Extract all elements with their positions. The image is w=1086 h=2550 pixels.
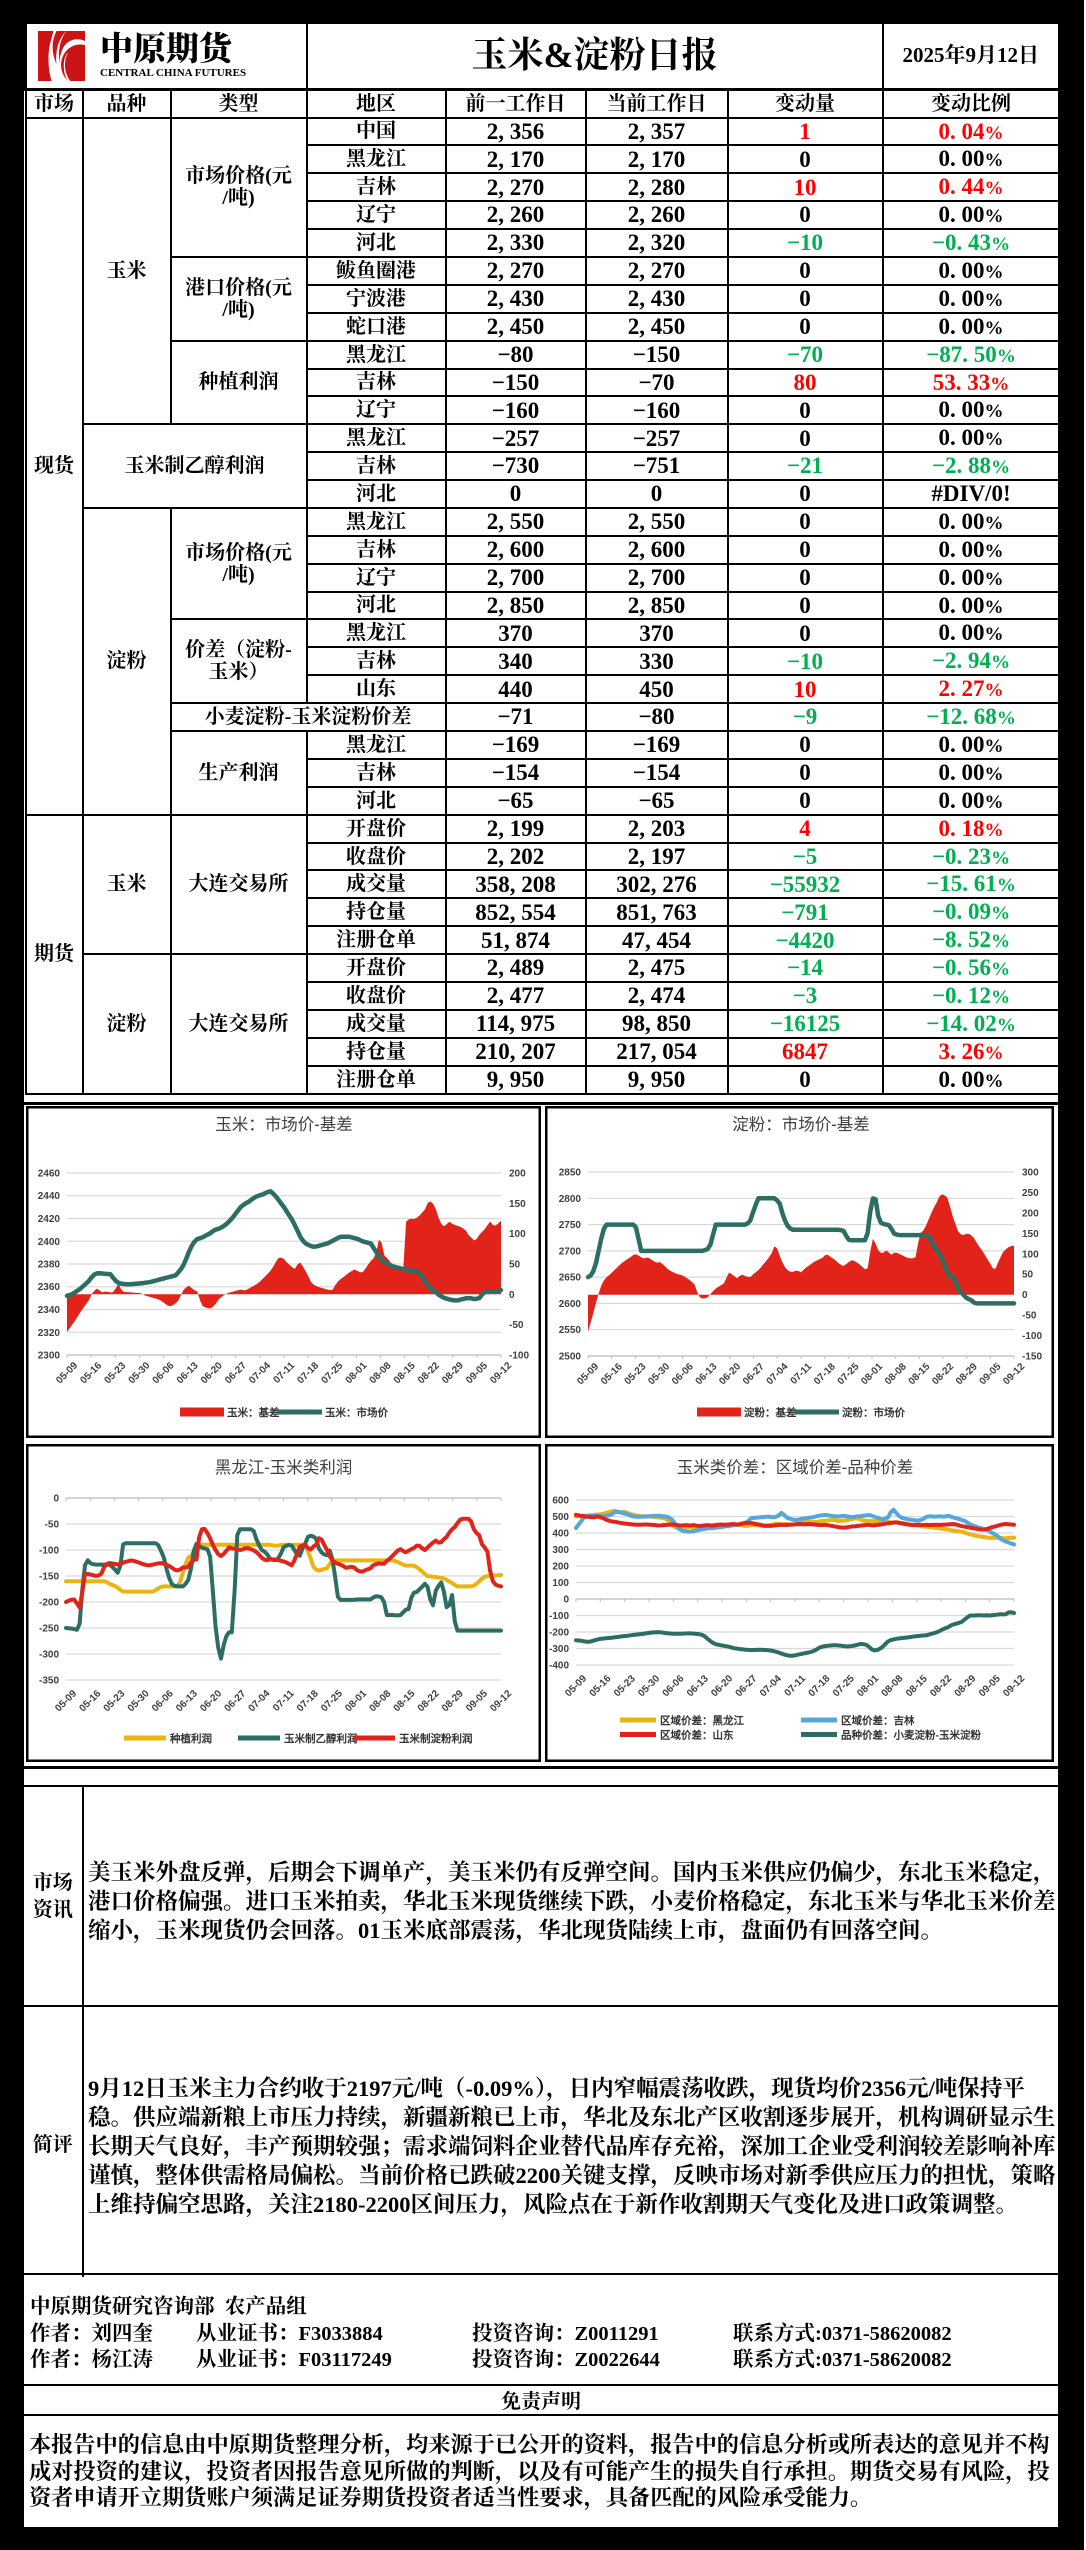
svg-text:200: 200 — [509, 1169, 526, 1180]
svg-text:400: 400 — [552, 1529, 569, 1540]
svg-text:300: 300 — [1022, 1168, 1039, 1179]
svg-text:区域价差：吉林: 区域价差：吉林 — [841, 1714, 915, 1727]
svg-text:2700: 2700 — [559, 1246, 582, 1257]
svg-text:-400: -400 — [549, 1661, 569, 1672]
svg-text:-150: -150 — [39, 1572, 59, 1583]
svg-text:0: 0 — [1022, 1290, 1028, 1301]
svg-text:品种价差：小麦淀粉-玉米淀粉: 品种价差：小麦淀粉-玉米淀粉 — [841, 1729, 981, 1742]
svg-text:淀粉：基差: 淀粉：基差 — [744, 1406, 797, 1419]
svg-text:100: 100 — [509, 1229, 526, 1240]
svg-text:淀粉：市场价-基差: 淀粉：市场价-基差 — [732, 1115, 870, 1134]
svg-text:2600: 2600 — [559, 1299, 582, 1310]
svg-text:-50: -50 — [45, 1520, 60, 1531]
svg-text:2400: 2400 — [38, 1237, 61, 1248]
svg-text:-250: -250 — [39, 1624, 59, 1635]
svg-text:-50: -50 — [1022, 1311, 1037, 1322]
svg-text:2320: 2320 — [38, 1328, 61, 1339]
svg-text:-300: -300 — [39, 1650, 59, 1661]
svg-text:玉米制淀粉利润: 玉米制淀粉利润 — [399, 1732, 473, 1745]
svg-text:2420: 2420 — [38, 1214, 61, 1225]
svg-text:200: 200 — [1022, 1208, 1039, 1219]
svg-text:种植利润: 种植利润 — [169, 1732, 212, 1745]
svg-text:玉米：基差: 玉米：基差 — [227, 1406, 280, 1419]
svg-text:0: 0 — [509, 1290, 515, 1301]
svg-text:2340: 2340 — [38, 1305, 61, 1316]
svg-text:2800: 2800 — [559, 1194, 582, 1205]
svg-text:300: 300 — [552, 1545, 569, 1556]
svg-text:淀粉：市场价: 淀粉：市场价 — [842, 1406, 905, 1419]
svg-text:2460: 2460 — [38, 1169, 61, 1180]
svg-text:玉米：市场价-基差: 玉米：市场价-基差 — [215, 1115, 353, 1134]
svg-text:-200: -200 — [549, 1628, 569, 1639]
svg-text:2550: 2550 — [559, 1325, 582, 1336]
svg-text:2360: 2360 — [38, 1282, 61, 1293]
svg-text:-50: -50 — [509, 1320, 524, 1331]
svg-text:2380: 2380 — [38, 1260, 61, 1271]
svg-text:2300: 2300 — [38, 1351, 61, 1362]
svg-text:区域价差：黑龙江: 区域价差：黑龙江 — [660, 1714, 744, 1727]
svg-text:100: 100 — [1022, 1249, 1039, 1260]
svg-text:-100: -100 — [39, 1546, 59, 1557]
svg-text:玉米：市场价: 玉米：市场价 — [325, 1406, 388, 1419]
svg-text:100: 100 — [552, 1578, 569, 1589]
svg-text:-350: -350 — [39, 1676, 59, 1687]
svg-text:2500: 2500 — [559, 1352, 582, 1363]
svg-text:0: 0 — [53, 1494, 59, 1505]
svg-text:-150: -150 — [1022, 1352, 1042, 1363]
svg-text:玉米类价差：区域价差-品种价差: 玉米类价差：区域价差-品种价差 — [677, 1458, 914, 1477]
svg-text:50: 50 — [509, 1260, 521, 1271]
svg-text:2440: 2440 — [38, 1191, 61, 1202]
svg-text:150: 150 — [1022, 1229, 1039, 1240]
svg-text:250: 250 — [1022, 1188, 1039, 1199]
svg-text:-300: -300 — [549, 1644, 569, 1655]
svg-text:50: 50 — [1022, 1270, 1034, 1281]
svg-text:2850: 2850 — [559, 1168, 582, 1179]
svg-text:玉米制乙醇利润: 玉米制乙醇利润 — [284, 1732, 358, 1745]
svg-text:2650: 2650 — [559, 1273, 582, 1284]
svg-text:500: 500 — [552, 1512, 569, 1523]
svg-text:200: 200 — [552, 1562, 569, 1573]
svg-text:区域价差：山东: 区域价差：山东 — [660, 1729, 734, 1742]
svg-text:-100: -100 — [509, 1351, 529, 1362]
svg-text:-100: -100 — [549, 1611, 569, 1622]
svg-text:2750: 2750 — [559, 1220, 582, 1231]
svg-text:-100: -100 — [1022, 1331, 1042, 1342]
svg-text:150: 150 — [509, 1199, 526, 1210]
svg-text:-200: -200 — [39, 1598, 59, 1609]
svg-text:黑龙江-玉米类利润: 黑龙江-玉米类利润 — [215, 1458, 353, 1477]
svg-text:600: 600 — [552, 1496, 569, 1507]
svg-text:0: 0 — [563, 1595, 569, 1606]
